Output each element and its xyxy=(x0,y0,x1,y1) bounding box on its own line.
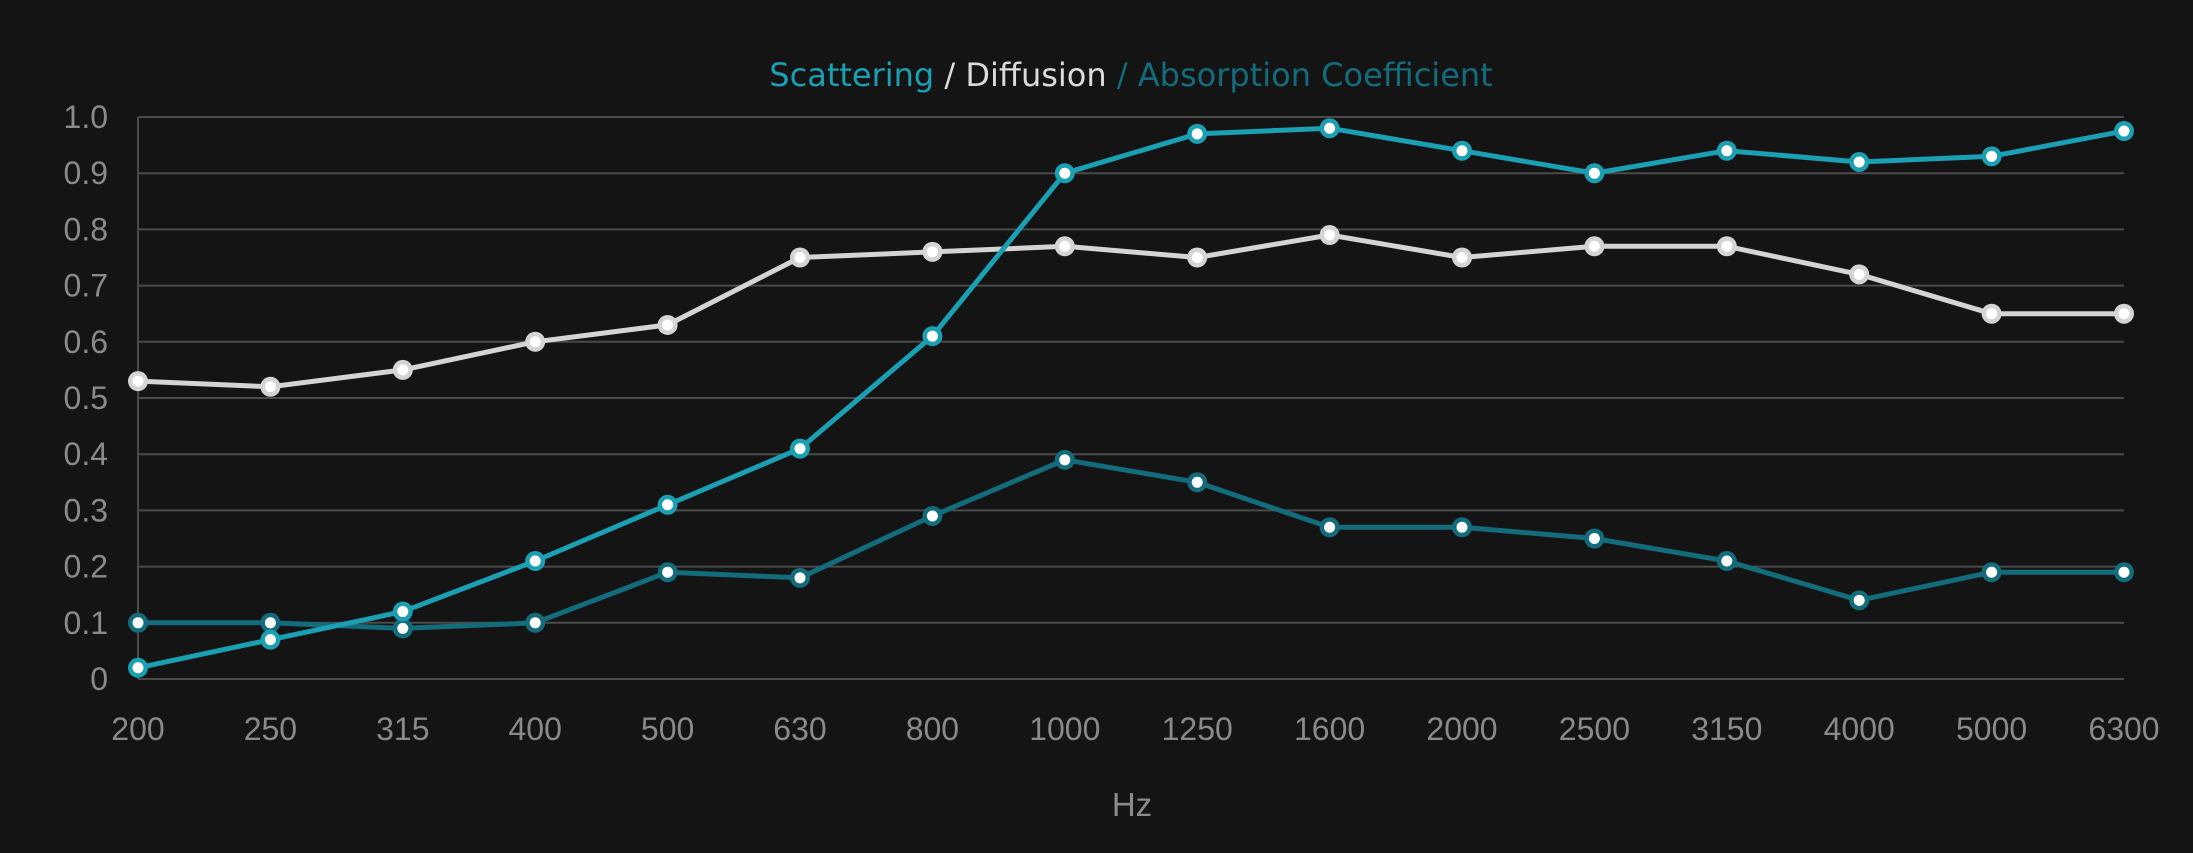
x-tick-label: 400 xyxy=(509,711,562,747)
series-line-absorption xyxy=(135,457,2127,631)
series-lines xyxy=(128,118,2134,678)
data-point-center xyxy=(1853,156,1865,168)
data-point-center xyxy=(1324,229,1336,241)
title-part: Diffusion xyxy=(965,56,1106,94)
series-line-diffusion xyxy=(135,232,2127,390)
y-tick-label: 0.9 xyxy=(64,155,108,191)
data-point-center xyxy=(1059,454,1071,466)
x-tick-label: 1600 xyxy=(1294,711,1365,747)
data-point-center xyxy=(397,606,409,618)
data-point-center xyxy=(1721,240,1733,252)
data-point-center xyxy=(1191,252,1203,263)
data-point-center xyxy=(2118,566,2130,578)
x-tick-label: 3150 xyxy=(1691,711,1762,747)
data-point-center xyxy=(1986,150,1998,162)
data-point-center xyxy=(1324,122,1336,134)
data-point-center xyxy=(132,375,144,387)
data-point-center xyxy=(1721,145,1733,157)
data-point-center xyxy=(1456,521,1468,533)
data-point-center xyxy=(1986,566,1998,578)
y-tick-label: 0.7 xyxy=(64,268,108,304)
y-tick-label: 0.3 xyxy=(64,492,108,528)
x-tick-label: 2000 xyxy=(1426,711,1497,747)
x-tick-label: 800 xyxy=(906,711,959,747)
data-point-center xyxy=(662,499,674,511)
y-tick-label: 0.2 xyxy=(64,549,108,585)
y-tick-label: 0.5 xyxy=(64,380,108,416)
data-point-center xyxy=(794,252,806,263)
series-scattering xyxy=(128,118,2134,678)
title-part: / Absorption Coefficient xyxy=(1107,56,1493,94)
x-tick-label: 4000 xyxy=(1824,711,1895,747)
data-point-center xyxy=(1059,167,1071,179)
data-point-center xyxy=(1456,145,1468,157)
data-point-center xyxy=(1853,268,1865,280)
data-point-center xyxy=(1853,594,1865,606)
y-tick-label: 0.6 xyxy=(64,324,108,360)
x-tick-label: 315 xyxy=(376,711,429,747)
data-point-center xyxy=(264,617,276,629)
data-point-center xyxy=(264,634,276,646)
x-tick-label: 630 xyxy=(773,711,826,747)
y-tick-label: 0.1 xyxy=(64,605,108,641)
data-point-center xyxy=(1588,167,1600,179)
data-point-center xyxy=(926,330,938,342)
series-line-scattering xyxy=(135,125,2127,671)
data-point-center xyxy=(397,622,409,634)
data-point-center xyxy=(1191,476,1203,488)
x-tick-label: 200 xyxy=(111,711,164,747)
x-tick-label: 500 xyxy=(641,711,694,747)
data-point-center xyxy=(1588,533,1600,544)
y-tick-label: 0.4 xyxy=(64,436,108,472)
data-point-center xyxy=(529,617,541,629)
x-tick-label: 1250 xyxy=(1162,711,1233,747)
data-point-center xyxy=(2118,308,2130,320)
x-axis-label: Hz xyxy=(1112,786,1152,823)
data-point-center xyxy=(1721,555,1733,567)
data-point-center xyxy=(926,510,938,522)
data-point-center xyxy=(1588,240,1600,252)
x-tick-label: 250 xyxy=(244,711,297,747)
x-tick-label: 2500 xyxy=(1559,711,1630,747)
chart-title: Scattering / Diffusion / Absorption Coef… xyxy=(769,56,1492,94)
x-tick-label: 6300 xyxy=(2088,711,2159,747)
x-tick-label: 1000 xyxy=(1029,711,1100,747)
data-point-center xyxy=(1456,252,1468,263)
data-point-center xyxy=(529,555,541,567)
data-point-center xyxy=(926,246,938,258)
title-part: / xyxy=(934,56,965,94)
y-tick-label: 0.8 xyxy=(64,211,108,247)
title-part: Scattering xyxy=(769,56,934,94)
y-tick-label: 1.0 xyxy=(64,99,108,135)
data-point-center xyxy=(794,572,806,584)
x-tick-label: 5000 xyxy=(1956,711,2027,747)
data-point-center xyxy=(1986,308,1998,320)
grid-lines xyxy=(137,116,2124,680)
data-point-center xyxy=(794,443,806,455)
series-diffusion xyxy=(128,225,2134,397)
x-axis-ticks: 200 250 315 400 500 630 800 1000 1250 1600 2000 250… xyxy=(111,711,2159,747)
data-point-center xyxy=(132,662,144,674)
data-point-center xyxy=(264,381,276,393)
y-tick-label: 0 xyxy=(90,661,108,697)
data-point-center xyxy=(662,319,674,331)
data-point-center xyxy=(529,336,541,348)
data-point-center xyxy=(1324,521,1336,533)
series-absorption xyxy=(128,449,2134,639)
y-axis-ticks: 0 0.1 0.2 0.3 0.4 0.5 0.6 0.7 0.8 0.9 1.0 xyxy=(64,99,108,697)
data-point-center xyxy=(1059,240,1071,252)
data-point-center xyxy=(662,566,674,578)
data-point-center xyxy=(132,617,144,629)
data-point-center xyxy=(1191,128,1203,140)
data-point-center xyxy=(397,364,409,376)
data-point-center xyxy=(2118,125,2130,137)
